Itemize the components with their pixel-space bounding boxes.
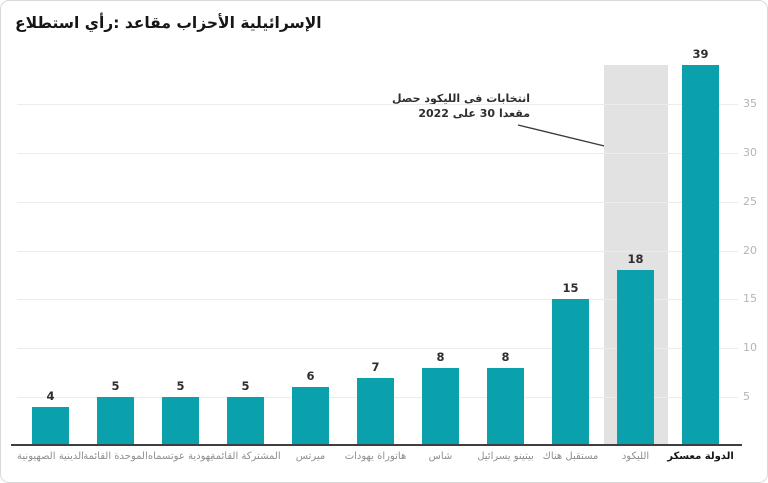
gridline [17, 152, 738, 154]
bar-value-label: 8 [501, 349, 510, 364]
y-tick-label: 25 [743, 194, 757, 208]
y-tick-label: 15 [743, 292, 757, 306]
annotation-line-1: حصل الليكود في انتخابات [391, 92, 530, 105]
annotation-line-2: 2022 على 30 مقعدا [418, 107, 530, 120]
gridline [17, 250, 738, 252]
x-axis-label: هناك مستقبل [542, 451, 599, 462]
bar-value-label: 4 [46, 388, 55, 403]
x-axis-label: يسرائيل بيتينو [477, 451, 534, 462]
bar-value-label: 7 [371, 359, 380, 374]
bar-value-label: 8 [436, 349, 445, 364]
gridline [17, 201, 738, 203]
x-axis-label: شاس [428, 451, 453, 462]
y-tick-label: 10 [743, 341, 757, 355]
annotation: حصل الليكود في انتخابات 2022 على 30 مقعد… [392, 91, 530, 121]
x-axis-label: يهودات هاتوراة [344, 451, 407, 462]
bar [617, 270, 654, 446]
x-axis-line [11, 444, 742, 446]
bar [162, 397, 199, 446]
x-axis-label: القائمة المشتركة [210, 451, 281, 462]
x-axis-label: عوتسماه يهودية [147, 451, 214, 462]
chart-title: استطلاع رأي: مقاعد الأحزاب الإسرائيلية [15, 14, 322, 32]
bar [357, 377, 394, 446]
bar [552, 299, 589, 446]
x-axis-label: القائمة الموحدة [83, 451, 148, 462]
bar [487, 367, 524, 446]
bar-value-label: 5 [241, 379, 250, 394]
gridline [17, 104, 738, 106]
x-axis-label: الصهيونية الدينية [17, 451, 84, 462]
bar-value-label: 18 [627, 252, 644, 267]
y-tick-label: 5 [743, 390, 750, 404]
gridline [17, 348, 738, 350]
bar-value-label: 5 [176, 379, 185, 394]
bar-value-label: 15 [562, 281, 579, 296]
bar [422, 367, 459, 446]
bar [227, 397, 264, 446]
bar [682, 64, 719, 446]
gridline [17, 299, 738, 301]
x-axis-label: معسكر الدولة [667, 451, 734, 462]
bar-value-label: 39 [692, 46, 709, 61]
bar [32, 406, 69, 446]
x-axis-label: ميرتس [295, 451, 326, 462]
y-tick-label: 30 [743, 145, 757, 159]
bar [292, 387, 329, 446]
bar-value-label: 5 [111, 379, 120, 394]
y-tick-label: 20 [743, 243, 757, 257]
x-axis-label: الليكود [621, 451, 650, 462]
bar-value-label: 6 [306, 369, 315, 384]
bar [97, 397, 134, 446]
y-tick-label: 35 [743, 97, 757, 111]
